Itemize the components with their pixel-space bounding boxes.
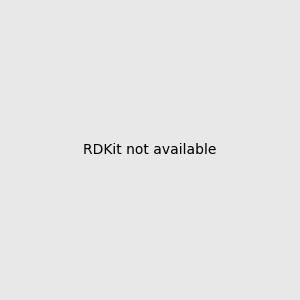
Text: RDKit not available: RDKit not available bbox=[83, 143, 217, 157]
